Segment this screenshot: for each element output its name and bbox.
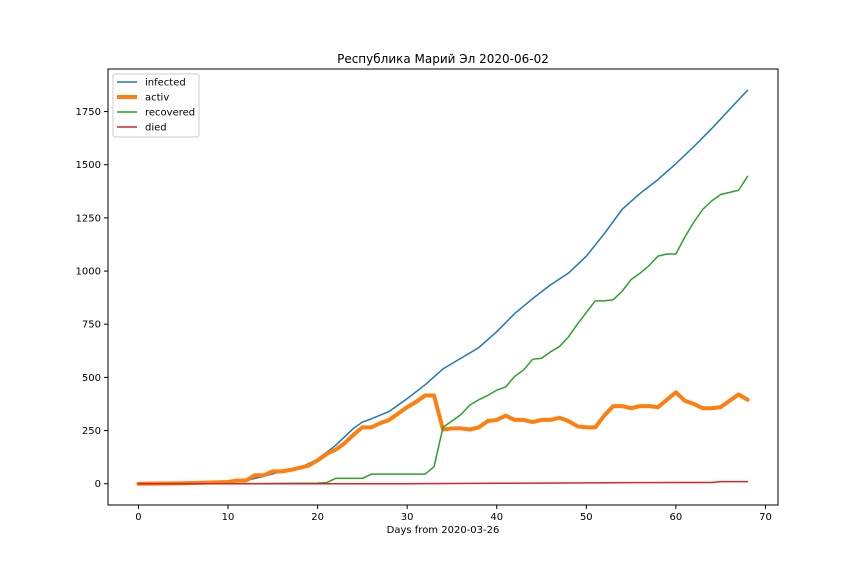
legend-label-recovered: recovered: [145, 108, 195, 119]
series-line-died: [137, 480, 749, 485]
x-tick-label: 60: [670, 512, 683, 523]
x-tick-label: 40: [490, 512, 503, 523]
x-tick-label: 50: [580, 512, 593, 523]
y-tick-label: 1500: [76, 160, 101, 171]
legend-label-activ: activ: [145, 93, 169, 104]
series-line-activ: [136, 390, 750, 486]
legend-label-died: died: [145, 123, 167, 134]
plot-frame: [107, 68, 779, 506]
legend: infected activ recovered died: [112, 73, 200, 138]
y-tick-label: 1250: [76, 213, 101, 224]
x-tick-label: 30: [401, 512, 414, 523]
y-tick-label: 250: [82, 426, 101, 437]
y-tick-label: 0: [95, 479, 101, 490]
legend-label-infected: infected: [145, 78, 186, 89]
x-tick-label: 0: [135, 512, 141, 523]
legend-box: [112, 73, 200, 138]
y-tick-label: 1000: [76, 267, 101, 278]
y-tick-label: 750: [82, 320, 101, 331]
plot-series: [136, 89, 750, 486]
chart-title: Республика Марий Эл 2020-06-02: [337, 52, 549, 66]
x-tick-label: 70: [759, 512, 772, 523]
x-tick-label: 20: [311, 512, 324, 523]
y-tick-label: 500: [82, 373, 101, 384]
y-axis: 0 250 500 750 1000 1250 1500 1750: [76, 107, 108, 490]
x-axis-label: Days from 2020-03-26: [387, 525, 500, 536]
y-tick-label: 1750: [76, 107, 101, 118]
x-tick-label: 10: [222, 512, 235, 523]
x-axis: 0 10 20 30 40 50 60 70: [135, 505, 772, 523]
series-line-recovered: [137, 175, 749, 485]
